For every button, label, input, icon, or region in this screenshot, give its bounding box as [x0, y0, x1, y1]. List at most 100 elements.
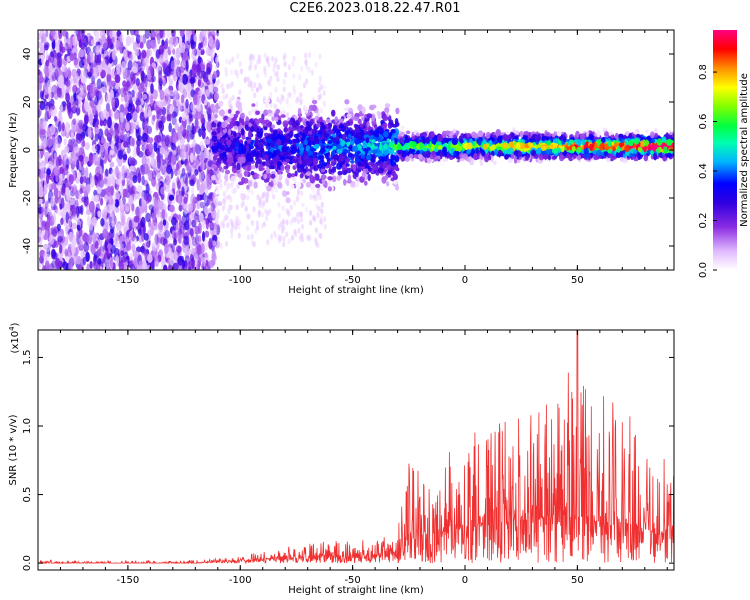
- spectrogram-cell: [103, 177, 108, 185]
- spectrogram-cell: [279, 221, 283, 228]
- spectrogram-cell: [244, 206, 248, 213]
- spectrogram-cell: [309, 209, 313, 216]
- spectrogram-cell: [281, 95, 285, 102]
- spectrogram-cell: [126, 242, 132, 252]
- spectrogram-cell: [229, 97, 233, 104]
- spectrogram-cell: [199, 183, 205, 195]
- spectrogram-cell: [322, 100, 326, 107]
- spectrogram-cell: [41, 33, 47, 43]
- spectrogram-cell: [115, 39, 121, 52]
- spectrogram-cell: [658, 131, 663, 136]
- spectrogram-cell: [76, 159, 80, 171]
- spectrogram-cell: [286, 102, 293, 110]
- spectrogram-cell: [97, 258, 102, 265]
- spectrogram-cell: [160, 236, 167, 246]
- spectrogram-cell: [44, 88, 48, 96]
- spectrogram-cell: [225, 93, 229, 100]
- spectrogram-cell: [88, 200, 95, 213]
- spectrogram-cell: [69, 198, 76, 206]
- spectrogram-cell: [103, 78, 107, 87]
- spectrogram-cell: [286, 209, 290, 216]
- spectrogram-cell: [322, 90, 326, 96]
- spectrogram-cell: [283, 61, 287, 68]
- spectrogram-cell: [319, 107, 323, 114]
- spectrogram-cell: [439, 161, 445, 167]
- spectrogram-image: [38, 30, 674, 270]
- figure-title: C2E6.2023.018.22.47.R01: [289, 1, 461, 16]
- spectrogram-cell: [238, 61, 242, 68]
- spectrogram-cell: [67, 218, 72, 228]
- spectrogram-cell: [38, 76, 45, 84]
- spectrogram-cell: [110, 257, 114, 269]
- spectrogram-cell: [44, 243, 51, 253]
- spectrogram-cell: [114, 206, 120, 213]
- spectrogram-cell: [126, 146, 131, 154]
- spectrogram-cell: [96, 44, 102, 55]
- spectrogram-cell: [63, 138, 67, 146]
- spectrogram-cell: [373, 163, 378, 168]
- spectrogram-cell: [311, 183, 316, 191]
- spectrogram-cell: [183, 196, 188, 204]
- spectrogram-cell: [218, 101, 223, 107]
- spectrogram-cell: [111, 97, 116, 109]
- spectrogram-cell: [252, 241, 256, 248]
- spectrogram-cell: [64, 248, 69, 257]
- spectrogram-cell: [119, 104, 125, 113]
- spectrogram-cell: [132, 250, 138, 258]
- spectrogram-cell: [214, 80, 218, 87]
- spectrogram-cell: [38, 261, 41, 270]
- spectrogram-cell: [202, 71, 209, 83]
- spectrogram-cell: [300, 216, 304, 223]
- spectrogram-cell: [175, 162, 180, 171]
- spectrogram-cell: [200, 242, 205, 254]
- spectrogram-cell: [38, 84, 42, 92]
- spectrogram-cell: [105, 168, 109, 177]
- spectrogram-cell: [139, 41, 144, 49]
- spectrogram-cell: [268, 80, 272, 87]
- spectrogram-cell: [224, 66, 228, 73]
- spectrogram-cell: [74, 146, 80, 153]
- spectrogram-cell: [200, 161, 204, 171]
- spectrogram-cell: [119, 112, 125, 123]
- spectrogram-cell: [138, 85, 142, 95]
- spectrogram-cell: [358, 185, 364, 190]
- spectrogram-cell: [226, 194, 232, 200]
- spectrogram-cell: [193, 93, 198, 106]
- spectrogram-cell: [198, 42, 202, 51]
- spectrogram-cell: [44, 229, 49, 240]
- spectrogram-cell: [230, 81, 234, 88]
- spectrogram-cell: [50, 196, 55, 207]
- spectrogram-cell: [191, 185, 195, 197]
- spectrogram-cell: [76, 107, 81, 115]
- spectrogram-cell: [369, 183, 375, 189]
- spectrogram-cell: [65, 181, 72, 188]
- spectrogram-cell: [264, 208, 268, 215]
- spectrogram-cell: [146, 49, 150, 59]
- spectrogram-cell: [144, 30, 151, 39]
- spectrogram-cell: [261, 202, 265, 209]
- spectrogram-cell: [101, 38, 108, 51]
- spectrogram-cell: [88, 114, 94, 124]
- spectrogram-cell: [136, 246, 142, 253]
- spectrogram-cell: [247, 234, 251, 241]
- spectrogram-cell: [45, 51, 49, 61]
- spectrogram-cell: [65, 186, 70, 196]
- spectrogram-cell: [228, 59, 232, 66]
- spectrogram-cell: [139, 205, 145, 214]
- spectrogram-cell: [277, 212, 282, 219]
- spectrogram-cell: [105, 84, 110, 91]
- spectrogram-cell: [185, 98, 189, 109]
- spectrogram-cell: [71, 204, 77, 216]
- spectrogram-cell: [243, 77, 247, 84]
- spectrogram-cell: [132, 111, 138, 120]
- spectrogram-cell: [153, 141, 158, 153]
- spectrogram-cell: [227, 208, 231, 215]
- spectrogram-cell: [148, 137, 154, 144]
- spectrogram-cell: [151, 221, 158, 231]
- spectrogram-cell: [64, 66, 69, 79]
- spectrogram-cell: [193, 35, 197, 42]
- spectrogram-cell: [111, 36, 115, 44]
- spectrogram-cell: [253, 64, 258, 71]
- spectrogram-cell: [305, 181, 311, 188]
- spectrogram-cell: [178, 204, 183, 212]
